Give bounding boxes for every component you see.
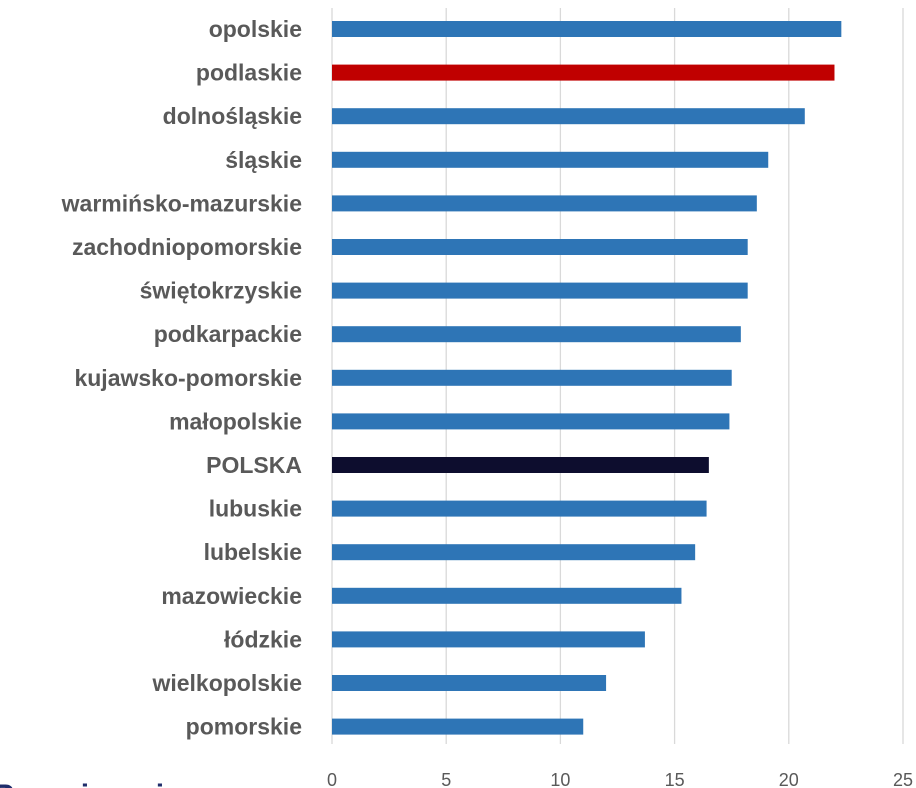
bar <box>332 108 805 125</box>
x-tick-label: 25 <box>893 770 913 788</box>
category-label: małopolskie <box>169 408 302 434</box>
x-tick-label: 5 <box>441 770 451 788</box>
bar <box>332 369 732 386</box>
category-label: pomorskie <box>186 714 302 740</box>
category-label: podkarpackie <box>154 321 302 347</box>
category-labels: opolskie podlaskie dolnośląskie śląskie warm… <box>61 16 302 740</box>
category-label: kujawsko-pomorskie <box>74 365 302 391</box>
bar <box>332 151 769 168</box>
category-label: opolskie <box>209 16 302 42</box>
category-label: podlaskie <box>196 60 302 86</box>
category-label: łódzkie <box>224 626 302 652</box>
x-tick-label: 20 <box>779 770 799 788</box>
bar <box>332 587 682 604</box>
category-label: dolnośląskie <box>163 103 302 129</box>
bar <box>332 500 707 517</box>
bar <box>332 64 835 81</box>
bar <box>332 413 730 430</box>
bar <box>332 21 842 37</box>
bar <box>332 675 607 691</box>
category-label: śląskie <box>225 147 302 173</box>
x-tick-labels: 0 5 10 15 20 25 <box>327 770 913 788</box>
bar <box>332 326 741 343</box>
category-label: wielkopolskie <box>151 670 302 696</box>
bar <box>332 631 645 648</box>
category-label: POLSKA <box>206 452 302 478</box>
category-label: lubelskie <box>204 539 302 565</box>
cropped-text-fragment: Pozycja woj. <box>0 779 172 788</box>
category-label: mazowieckie <box>161 583 302 609</box>
category-label: świętokrzyskie <box>140 278 302 304</box>
category-label: warmińsko-mazurskie <box>61 190 302 216</box>
x-tick-label: 10 <box>550 770 570 788</box>
x-tick-label: 0 <box>327 770 337 788</box>
x-tick-label: 15 <box>665 770 685 788</box>
bars <box>332 21 842 735</box>
category-label: lubuskie <box>209 496 302 522</box>
bar <box>332 282 748 299</box>
bar <box>332 195 757 212</box>
bar <box>332 544 696 561</box>
bar <box>332 239 748 255</box>
bar <box>332 457 709 473</box>
category-label: zachodniopomorskie <box>72 234 302 260</box>
bar <box>332 718 584 735</box>
